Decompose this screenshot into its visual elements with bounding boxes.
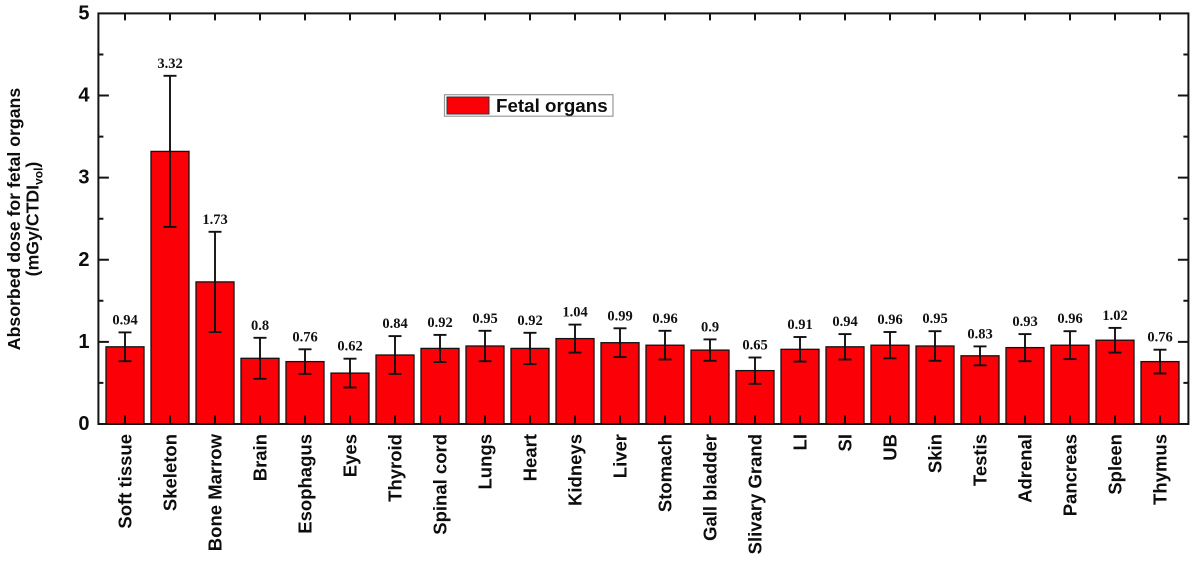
svg-text:Adrenal: Adrenal <box>1015 434 1036 503</box>
svg-text:Eyes: Eyes <box>340 434 361 477</box>
svg-text:Esophagus: Esophagus <box>295 434 316 534</box>
svg-text:1.04: 1.04 <box>562 305 587 321</box>
svg-text:1: 1 <box>78 331 89 353</box>
svg-text:0.96: 0.96 <box>1057 311 1082 327</box>
svg-text:Bone Marrow: Bone Marrow <box>205 433 226 551</box>
svg-text:4: 4 <box>78 85 90 107</box>
svg-text:1.02: 1.02 <box>1102 308 1127 324</box>
svg-text:0.99: 0.99 <box>607 308 632 324</box>
svg-text:0.83: 0.83 <box>967 326 992 342</box>
svg-text:Heart: Heart <box>520 434 541 481</box>
svg-text:Absorbed dose for fetal organs: Absorbed dose for fetal organs <box>4 88 24 351</box>
svg-text:SI: SI <box>835 434 856 451</box>
svg-text:Skin: Skin <box>925 434 946 473</box>
svg-text:0.94: 0.94 <box>832 314 857 330</box>
svg-text:Lungs: Lungs <box>475 434 496 490</box>
svg-text:0.8: 0.8 <box>251 318 269 334</box>
svg-text:Thyroid: Thyroid <box>385 434 406 502</box>
svg-text:Pancreas: Pancreas <box>1060 434 1081 516</box>
svg-text:0.84: 0.84 <box>382 316 407 332</box>
svg-text:0.95: 0.95 <box>922 311 947 327</box>
svg-text:Skeleton: Skeleton <box>160 434 181 511</box>
svg-text:0.96: 0.96 <box>652 311 677 327</box>
svg-text:1.73: 1.73 <box>202 212 227 228</box>
svg-text:Spleen: Spleen <box>1105 434 1126 495</box>
svg-text:Thymus: Thymus <box>1150 434 1171 505</box>
svg-text:0.65: 0.65 <box>742 338 767 354</box>
svg-text:Kidneys: Kidneys <box>565 434 586 506</box>
svg-text:Brain: Brain <box>250 434 271 481</box>
svg-text:0.93: 0.93 <box>1012 314 1037 330</box>
svg-text:Testis: Testis <box>970 434 991 486</box>
svg-text:LI: LI <box>790 434 811 450</box>
svg-text:Fetal organs: Fetal organs <box>496 95 608 116</box>
svg-text:0.94: 0.94 <box>112 312 137 328</box>
svg-text:0.76: 0.76 <box>1147 330 1172 346</box>
svg-text:(mGy/CTDIvol): (mGy/CTDIvol) <box>23 162 46 277</box>
svg-text:0.96: 0.96 <box>877 312 902 328</box>
svg-text:2: 2 <box>78 249 89 271</box>
svg-text:Soft tissue: Soft tissue <box>115 434 136 529</box>
svg-text:0.9: 0.9 <box>701 319 719 335</box>
svg-text:0.95: 0.95 <box>472 311 497 327</box>
svg-text:UB: UB <box>880 434 901 461</box>
svg-text:Gall bladder: Gall bladder <box>700 434 721 541</box>
svg-text:3.32: 3.32 <box>157 56 182 72</box>
svg-text:Liver: Liver <box>610 434 631 478</box>
svg-text:Slivary Grand: Slivary Grand <box>745 434 766 554</box>
svg-text:0.92: 0.92 <box>427 315 452 331</box>
svg-text:0: 0 <box>78 413 89 435</box>
svg-text:0.62: 0.62 <box>337 339 362 355</box>
svg-text:0.76: 0.76 <box>292 329 317 345</box>
svg-text:Spinal cord: Spinal cord <box>430 434 451 535</box>
svg-text:5: 5 <box>78 2 89 24</box>
svg-text:0.91: 0.91 <box>787 317 812 333</box>
svg-text:Stomach: Stomach <box>655 434 676 512</box>
svg-text:0.92: 0.92 <box>517 313 542 329</box>
svg-text:3: 3 <box>78 167 89 189</box>
